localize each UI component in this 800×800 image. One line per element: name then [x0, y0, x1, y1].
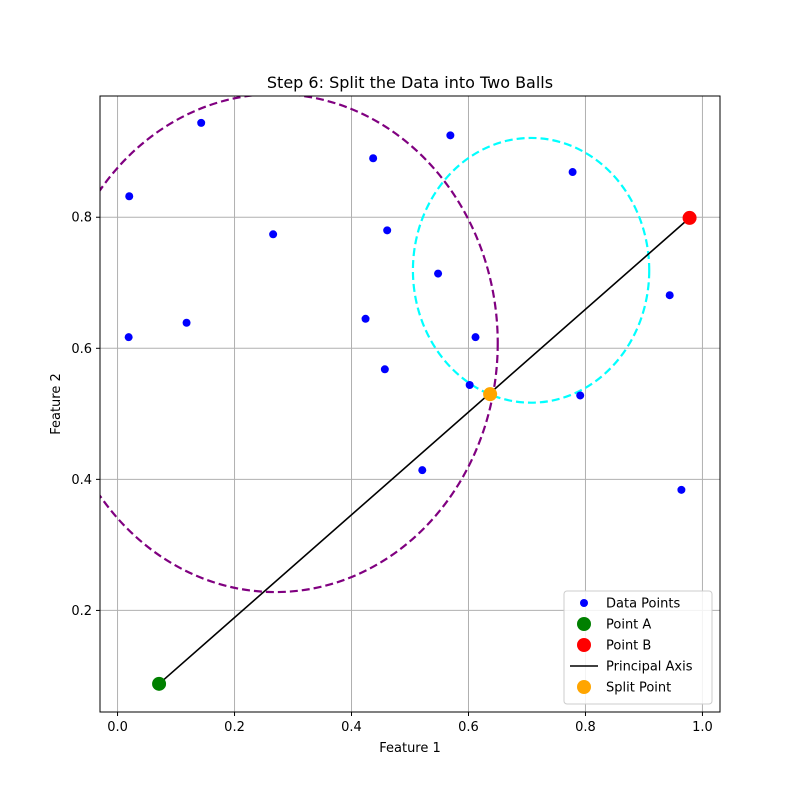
data-point — [124, 333, 133, 342]
data-point — [665, 291, 674, 300]
x-tick-label: 0.2 — [224, 720, 245, 735]
axis-ticks: 0.0 0.2 0.4 0.6 0.8 1.0 0.2 0.4 0.6 0.8 — [71, 211, 712, 735]
data-point — [383, 226, 392, 235]
data-point — [418, 466, 427, 475]
y-tick-label: 0.4 — [71, 473, 92, 488]
ball-boundary-2 — [411, 136, 651, 404]
legend-swatch-marker — [577, 617, 591, 631]
y-axis-label: Feature 2 — [49, 373, 64, 435]
principal-axis-line — [158, 217, 691, 685]
plot-frame — [99, 95, 721, 713]
ball-boundary-1 — [100, 96, 499, 594]
x-tick-label: 1.0 — [692, 720, 713, 735]
legend-swatch-marker — [580, 599, 588, 607]
x-tick-label: 0.8 — [575, 720, 596, 735]
y-tick-label: 0.2 — [71, 604, 92, 619]
split-point-marker — [483, 387, 498, 402]
legend-label: Data Points — [606, 597, 680, 612]
legend-label: Split Point — [606, 681, 671, 696]
data-point — [576, 391, 585, 400]
plot-area — [100, 96, 697, 691]
y-tick-label: 0.6 — [71, 342, 92, 357]
x-axis-label: Feature 1 — [379, 741, 441, 756]
data-point — [269, 230, 278, 239]
data-point — [380, 365, 389, 374]
point-a-marker — [152, 676, 167, 691]
data-point — [446, 131, 455, 140]
legend-label: Point B — [606, 639, 651, 654]
legend: Data Points Point A Point B Principal Axis S… — [563, 590, 713, 705]
point-b-marker — [682, 210, 697, 225]
data-point — [471, 333, 480, 342]
x-tick-label: 0.6 — [458, 720, 479, 735]
data-point — [677, 485, 686, 494]
y-tick-label: 0.8 — [71, 211, 92, 226]
data-point — [568, 168, 577, 177]
data-point — [465, 380, 474, 389]
data-point — [197, 118, 206, 127]
legend-swatch-marker — [577, 638, 591, 652]
x-tick-label: 0.4 — [341, 720, 362, 735]
data-point — [434, 269, 443, 278]
data-point — [182, 318, 191, 327]
data-point — [369, 154, 378, 163]
data-point — [125, 192, 134, 201]
data-point — [361, 314, 370, 323]
legend-swatch-marker — [577, 680, 591, 694]
legend-label: Principal Axis — [606, 660, 693, 675]
legend-label: Point A — [606, 618, 651, 633]
x-tick-label: 0.0 — [107, 720, 128, 735]
legend-box — [563, 590, 713, 705]
grid — [100, 96, 720, 712]
chart-title: Step 6: Split the Data into Two Balls — [267, 73, 553, 92]
